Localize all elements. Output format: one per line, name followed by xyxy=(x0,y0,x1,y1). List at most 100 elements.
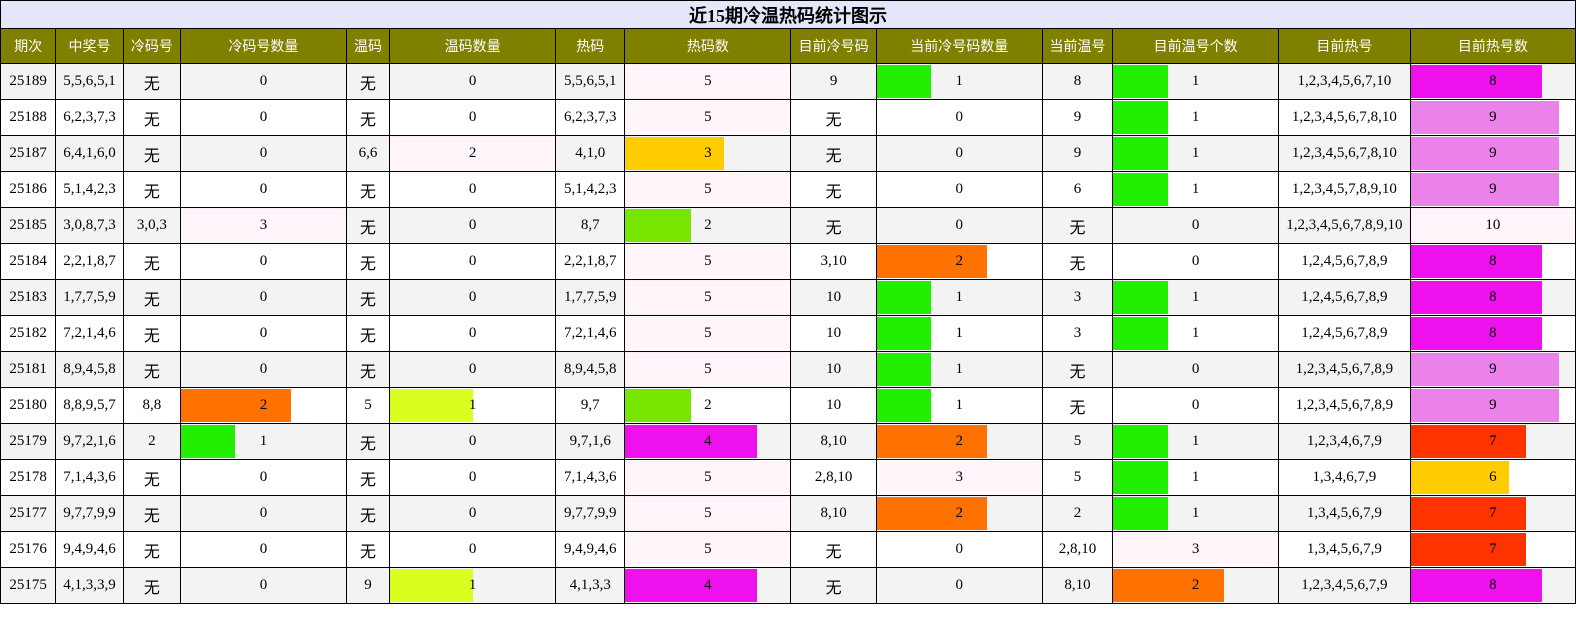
table-row: 25189 5,5,6,5,1 无 0 无 0 5,5,6,5,1 5 9 1 8 1 1,2,3,4,… xyxy=(0,63,1576,100)
header-current-cold-count: 当前冷号码数量 xyxy=(875,28,1043,64)
period-cell: 25177 xyxy=(0,495,57,532)
current-hot-count-cell: 9 xyxy=(1409,171,1576,208)
count-bar xyxy=(1411,533,1526,566)
header-hot-numbers: 热码 xyxy=(555,28,626,64)
hot-count-cell: 5 xyxy=(624,495,792,532)
count-bar xyxy=(1411,497,1526,530)
table-row: 25188 6,2,3,7,3 无 0 无 0 6,2,3,7,3 5 无 0 9 1 1,2,3,4,… xyxy=(0,99,1576,136)
count-value: 0 xyxy=(468,469,477,485)
warm-numbers-cell: 无 xyxy=(345,279,391,316)
current-warm-count-cell: 0 xyxy=(1112,387,1280,424)
count-value: 9 xyxy=(1489,361,1497,377)
period-cell: 25179 xyxy=(0,423,57,460)
hot-count-cell: 5 xyxy=(624,459,792,496)
current-cold-count-cell: 1 xyxy=(875,351,1043,388)
current-cold-cell: 无 xyxy=(790,531,877,568)
cold-numbers-cell: 无 xyxy=(122,135,181,172)
period-cell: 25175 xyxy=(0,567,57,604)
count-value: 2 xyxy=(955,253,964,269)
cold-count-cell: 0 xyxy=(179,99,347,136)
table-row: 25178 7,1,4,3,6 无 0 无 0 7,1,4,3,6 5 2,8,10 3 5 1 1,3… xyxy=(0,459,1576,496)
current-warm-count-cell: 1 xyxy=(1112,171,1280,208)
hot-numbers-cell: 4,1,0 xyxy=(555,135,626,172)
current-hot-cell: 1,2,3,4,5,6,7,8,9 xyxy=(1278,387,1411,424)
count-value: 4 xyxy=(704,577,712,593)
table-title: 近15期冷温热码统计图示 xyxy=(0,0,1576,29)
count-bar xyxy=(625,209,692,242)
winning-numbers-cell: 2,2,1,8,7 xyxy=(55,243,124,280)
count-value: 7 xyxy=(1489,433,1497,449)
hot-numbers-cell: 7,2,1,4,6 xyxy=(555,315,626,352)
count-bar xyxy=(1411,137,1559,170)
current-hot-cell: 1,2,3,4,5,6,7,9 xyxy=(1278,567,1411,604)
period-cell: 25178 xyxy=(0,459,57,496)
header-current-hot: 目前热号 xyxy=(1278,28,1411,64)
hot-numbers-cell: 7,1,4,3,6 xyxy=(555,459,626,496)
count-bar xyxy=(625,533,790,566)
current-hot-count-cell: 7 xyxy=(1409,495,1576,532)
hot-numbers-cell: 2,2,1,8,7 xyxy=(555,243,626,280)
current-warm-cell: 9 xyxy=(1041,99,1114,136)
count-value: 0 xyxy=(259,361,268,377)
count-value: 0 xyxy=(468,217,477,233)
winning-numbers-cell: 9,4,9,4,6 xyxy=(55,531,124,568)
count-value: 1 xyxy=(1191,181,1200,197)
current-cold-count-cell: 2 xyxy=(875,495,1043,532)
warm-numbers-cell: 无 xyxy=(345,351,391,388)
warm-numbers-cell: 无 xyxy=(345,315,391,352)
hot-count-cell: 5 xyxy=(624,243,792,280)
current-cold-count-cell: 0 xyxy=(875,531,1043,568)
period-cell: 25181 xyxy=(0,351,57,388)
current-warm-count-cell: 1 xyxy=(1112,279,1280,316)
warm-count-cell: 1 xyxy=(389,387,557,424)
cold-numbers-cell: 无 xyxy=(122,243,181,280)
current-hot-cell: 1,2,3,4,5,7,8,9,10 xyxy=(1278,171,1411,208)
hot-numbers-cell: 9,7 xyxy=(555,387,626,424)
current-warm-cell: 无 xyxy=(1041,351,1114,388)
current-hot-count-cell: 8 xyxy=(1409,243,1576,280)
count-value: 1 xyxy=(1191,469,1200,485)
current-hot-cell: 1,2,3,4,5,6,7,10 xyxy=(1278,63,1411,100)
cold-count-cell: 0 xyxy=(179,495,347,532)
current-cold-count-cell: 0 xyxy=(875,171,1043,208)
warm-count-cell: 0 xyxy=(389,207,557,244)
count-value: 1 xyxy=(1191,433,1200,449)
winning-numbers-cell: 4,1,3,3,9 xyxy=(55,567,124,604)
current-hot-count-cell: 9 xyxy=(1409,99,1576,136)
warm-count-cell: 0 xyxy=(389,99,557,136)
cold-numbers-cell: 无 xyxy=(122,531,181,568)
header-winning-numbers: 中奖号 xyxy=(55,28,124,64)
count-bar xyxy=(1113,533,1278,566)
current-hot-cell: 1,2,4,5,6,7,8,9 xyxy=(1278,243,1411,280)
current-hot-cell: 1,3,4,6,7,9 xyxy=(1278,459,1411,496)
winning-numbers-cell: 1,7,7,5,9 xyxy=(55,279,124,316)
count-value: 5 xyxy=(704,505,712,521)
count-bar xyxy=(625,569,758,602)
cold-numbers-cell: 2 xyxy=(122,423,181,460)
count-bar xyxy=(1411,425,1526,458)
count-bar xyxy=(625,497,790,530)
count-value: 1 xyxy=(1191,289,1200,305)
current-hot-count-cell: 8 xyxy=(1409,63,1576,100)
cold-count-cell: 0 xyxy=(179,315,347,352)
count-bar xyxy=(1411,281,1543,314)
hot-count-cell: 2 xyxy=(624,207,792,244)
count-value: 5 xyxy=(704,181,712,197)
winning-numbers-cell: 3,0,8,7,3 xyxy=(55,207,124,244)
count-value: 2 xyxy=(704,217,712,233)
current-cold-count-cell: 2 xyxy=(875,243,1043,280)
count-bar xyxy=(877,245,988,278)
current-warm-cell: 无 xyxy=(1041,243,1114,280)
current-cold-count-cell: 3 xyxy=(875,459,1043,496)
header-cold-count: 冷码号数量 xyxy=(179,28,347,64)
count-value: 3 xyxy=(1191,541,1200,557)
count-bar xyxy=(625,461,790,494)
current-warm-count-cell: 1 xyxy=(1112,315,1280,352)
cold-numbers-cell: 无 xyxy=(122,279,181,316)
count-bar xyxy=(1113,497,1168,530)
cold-numbers-cell: 无 xyxy=(122,171,181,208)
warm-count-cell: 0 xyxy=(389,279,557,316)
count-value: 0 xyxy=(955,217,964,233)
current-warm-count-cell: 1 xyxy=(1112,63,1280,100)
count-value: 1 xyxy=(955,73,964,89)
